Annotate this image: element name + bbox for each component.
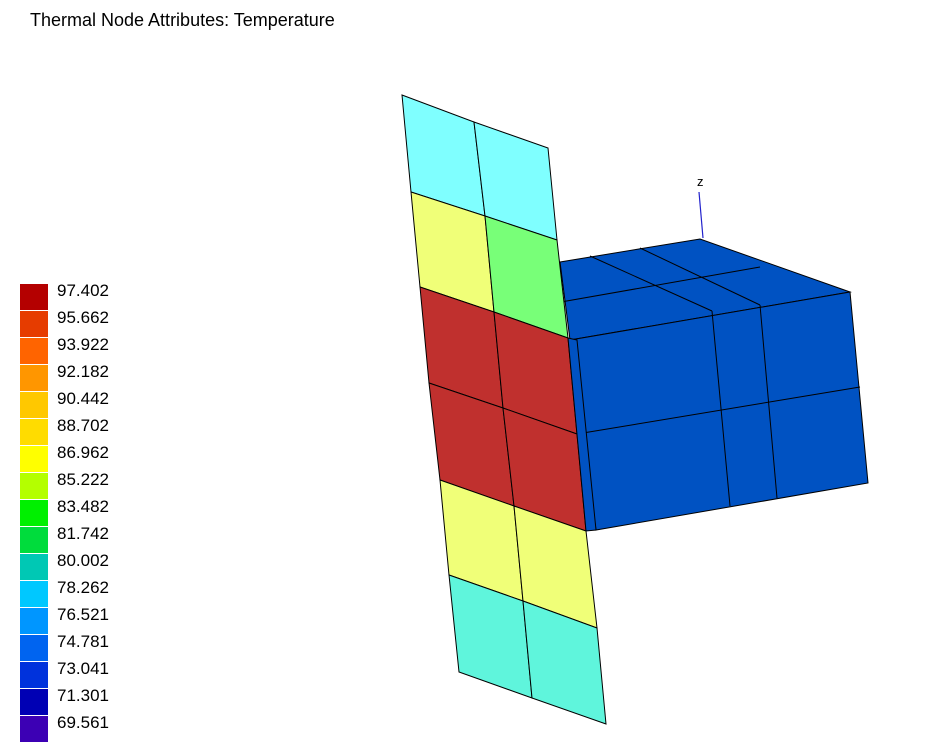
legend-swatch xyxy=(20,581,48,607)
legend-row: 76.521 xyxy=(20,605,160,634)
legend-swatch xyxy=(20,392,48,418)
legend-value: 71.301 xyxy=(57,686,109,705)
legend-swatch xyxy=(20,689,48,715)
legend-row: 78.262 xyxy=(20,578,160,607)
box-side-face xyxy=(567,337,597,532)
box-top-edge-1 xyxy=(560,266,761,303)
legend-row: 92.182 xyxy=(20,362,160,391)
legend-swatch xyxy=(20,554,48,580)
box-top-edge-3 xyxy=(639,247,761,306)
legend-value: 80.002 xyxy=(57,551,109,570)
legend-row: 81.742 xyxy=(20,524,160,553)
legend-swatch xyxy=(20,635,48,661)
legend-value: 88.702 xyxy=(57,416,109,435)
box-front-vline-2 xyxy=(759,304,778,499)
legend-swatch xyxy=(20,716,48,742)
legend-swatch xyxy=(20,473,48,499)
legend-row: 69.561 xyxy=(20,713,160,742)
legend-swatch xyxy=(20,662,48,688)
legend-row: 73.041 xyxy=(20,659,160,688)
legend-value: 81.742 xyxy=(57,524,109,543)
legend-swatch xyxy=(20,608,48,634)
legend-swatch xyxy=(20,284,48,310)
legend-value: 95.662 xyxy=(57,308,109,327)
legend-value: 73.041 xyxy=(57,659,109,678)
legend-value: 92.182 xyxy=(57,362,109,381)
result-title: Thermal Node Attributes: Temperature xyxy=(30,10,335,30)
legend-value: 90.442 xyxy=(57,389,109,408)
legend-row: 83.482 xyxy=(20,497,160,526)
legend-value: 69.561 xyxy=(57,713,109,732)
z-axis-label: z xyxy=(697,174,704,189)
legend-swatch xyxy=(20,311,48,337)
box-front-vline-1 xyxy=(711,310,731,507)
legend-swatch xyxy=(20,527,48,553)
legend-value: 76.521 xyxy=(57,605,109,624)
legend-value: 83.482 xyxy=(57,497,109,516)
legend-row: 80.002 xyxy=(20,551,160,580)
box-top-edge-2 xyxy=(589,255,713,312)
legend-swatch xyxy=(20,446,48,472)
plate-cell-12 xyxy=(522,600,607,725)
legend-row: 88.702 xyxy=(20,416,160,445)
legend-swatch xyxy=(20,500,48,526)
z-axis-line xyxy=(698,191,704,239)
legend-row: 71.301 xyxy=(20,686,160,715)
legend-row: 95.662 xyxy=(20,308,160,337)
legend-row: 74.781 xyxy=(20,632,160,661)
legend-value: 86.962 xyxy=(57,443,109,462)
temperature-legend: 97.402 95.662 93.922 92.182 90.442 88.702 86.9… xyxy=(20,281,160,742)
legend-value: 78.262 xyxy=(57,578,109,597)
legend-swatch xyxy=(20,365,48,391)
legend-value: 97.402 xyxy=(57,281,109,300)
legend-row: 86.962 xyxy=(20,443,160,472)
legend-row: 85.222 xyxy=(20,470,160,499)
legend-value: 93.922 xyxy=(57,335,109,354)
legend-value: 85.222 xyxy=(57,470,109,489)
legend-swatch xyxy=(20,419,48,445)
legend-row: 97.402 xyxy=(20,281,160,310)
legend-row: 93.922 xyxy=(20,335,160,364)
legend-swatch xyxy=(20,338,48,364)
legend-row: 90.442 xyxy=(20,389,160,418)
legend-value: 74.781 xyxy=(57,632,109,651)
